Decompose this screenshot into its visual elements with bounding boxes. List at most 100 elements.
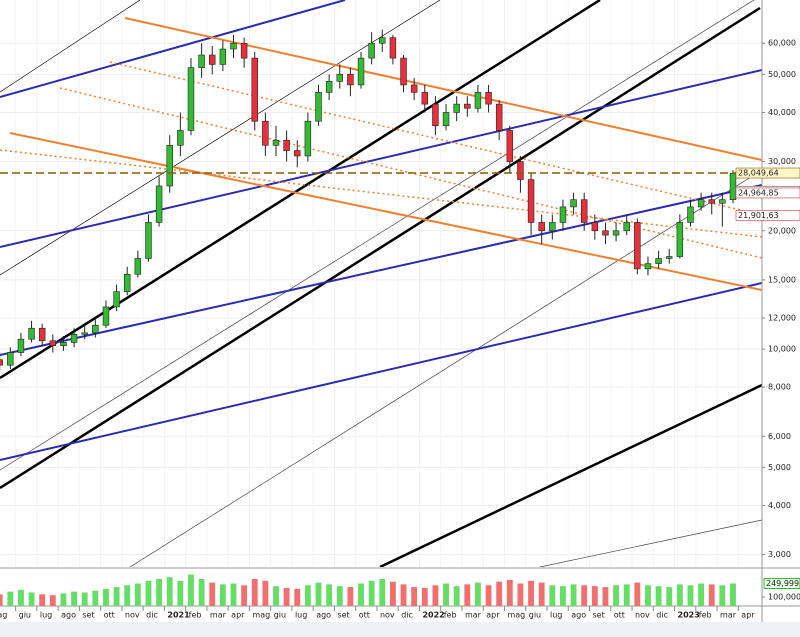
volume-bar [304, 585, 311, 606]
trend-line [109, 61, 762, 216]
volume-bar [730, 583, 736, 606]
x-tick-label: 2023 [678, 611, 700, 620]
volume-bar [666, 587, 673, 606]
trend-line [379, 383, 762, 567]
volume-bar [283, 588, 290, 606]
trend-line [0, 0, 755, 471]
trend-line [0, 6, 761, 490]
x-tick-label: giu [19, 611, 31, 620]
volume-bar [81, 592, 88, 606]
x-tick-label: set [593, 611, 605, 620]
y-tick-label: 15,000 [768, 275, 796, 284]
volume-bar [219, 584, 226, 606]
trend-lines [0, 0, 762, 567]
toolbar [0, 622, 800, 637]
volume-bar [698, 583, 705, 606]
x-tick-label: ago [316, 611, 331, 620]
volume-bars [0, 574, 736, 606]
candle-body [38, 327, 46, 342]
candle-body [602, 230, 609, 236]
x-tick-label: set [337, 611, 349, 620]
candle-body [113, 291, 120, 308]
volume-bar [368, 580, 375, 606]
volume-bar [262, 580, 269, 606]
volume-bar [336, 586, 343, 606]
volume-tick-label: 100,000 [768, 593, 800, 602]
y-tick-label: 12,000 [768, 313, 796, 322]
candle-body [134, 258, 142, 275]
candle-body [432, 103, 439, 127]
candle-body [17, 338, 25, 353]
candle-body [453, 103, 460, 113]
trend-line [0, 184, 762, 356]
candle-body [591, 222, 599, 232]
x-tick-label: lug [40, 611, 52, 620]
volume-bar [7, 591, 14, 606]
x-tick-label: giu [274, 611, 286, 620]
volume-bar [251, 579, 258, 606]
candle-body [655, 258, 662, 264]
y-tick-label: 6,000 [768, 432, 791, 441]
y-tick-label: 4,000 [768, 501, 791, 510]
volume-bar [134, 583, 141, 606]
candle-body [145, 222, 152, 259]
candle-body [612, 230, 620, 236]
volume-bar [485, 585, 492, 606]
x-tick-label: dic [401, 611, 413, 620]
x-tick-label: ott [104, 611, 115, 620]
candle-body [0, 359, 3, 366]
volume-bar [655, 586, 662, 606]
x-tick-label: ago [61, 611, 76, 620]
volume-bar [60, 593, 67, 606]
candle-body [464, 103, 471, 109]
candle-body [421, 92, 429, 105]
candle-body [538, 222, 545, 232]
price-label: 28,049,64 [738, 169, 779, 178]
volume-bar [496, 581, 503, 606]
volume-bar [71, 591, 77, 606]
volume-bar [379, 579, 386, 606]
trend-line [539, 519, 762, 567]
candle-body [474, 92, 482, 109]
candle-body [304, 120, 312, 157]
volume-bar [432, 585, 439, 606]
trend-line [129, 169, 762, 567]
candle-body [315, 92, 322, 122]
volume-bar [453, 586, 460, 606]
x-tick-label: nov [380, 611, 395, 620]
candle-body [410, 84, 418, 93]
candle-body [92, 324, 99, 334]
y-tick-label: 60,000 [768, 39, 796, 48]
volume-bar [188, 574, 194, 606]
volume-bar [411, 587, 418, 606]
volume-bar [602, 587, 609, 606]
trend-line [0, 282, 762, 461]
candle-body [102, 306, 110, 326]
candle-body [708, 199, 715, 204]
volume-bar [198, 579, 205, 606]
candle-body [570, 199, 577, 208]
trend-line [0, 149, 762, 238]
price-label-box [735, 167, 800, 179]
volume-bar [464, 584, 471, 606]
trend-line [0, 0, 346, 98]
volume-bar [326, 584, 333, 606]
x-tick-label: mag [507, 611, 525, 620]
volume-bar [560, 586, 566, 606]
candle-body [697, 199, 705, 208]
volume-bar [209, 582, 216, 606]
volume-bar [124, 585, 131, 606]
volume-bar [294, 588, 301, 606]
price-label: 21,901,63 [738, 211, 779, 220]
x-tick-label: giu [529, 611, 541, 620]
y-tick-label: 20,000 [768, 226, 796, 235]
volume-bar [623, 584, 630, 606]
candle-body [517, 161, 524, 180]
volume-bar [719, 585, 726, 606]
volume-bar [528, 580, 534, 606]
volume-bar [506, 579, 513, 606]
volume-last-box [763, 578, 800, 590]
volume-bar [687, 585, 694, 606]
x-tick-label: dic [146, 611, 158, 620]
trend-line [0, 0, 441, 276]
